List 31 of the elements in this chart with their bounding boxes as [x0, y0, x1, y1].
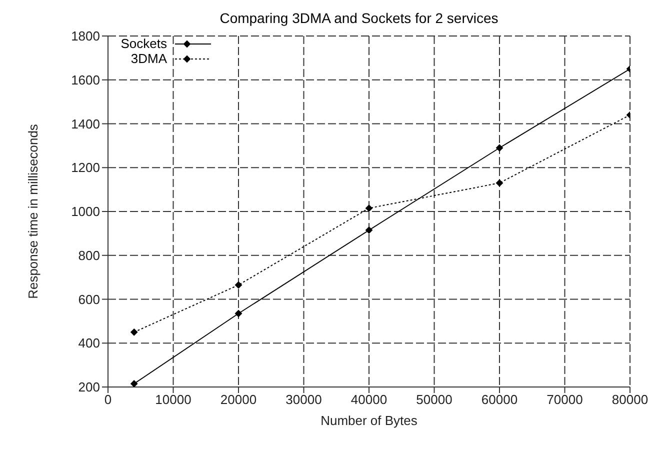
- legend-label: 3DMA: [130, 51, 167, 66]
- point: [366, 226, 372, 234]
- legend-label: Sockets: [120, 36, 167, 51]
- y-axis-title: Response time in milliseconds: [26, 124, 41, 299]
- point: [496, 144, 503, 152]
- x-tick-label: 60000: [481, 392, 518, 408]
- x-tick-label: 80000: [612, 392, 648, 408]
- y-tick-label: 1800: [71, 28, 100, 44]
- x-tick-label: 50000: [416, 392, 452, 408]
- point: [235, 281, 242, 288]
- x-axis-title: Number of Bytes: [320, 413, 418, 428]
- y-tick-label: 1600: [71, 72, 100, 88]
- x-tick-label: 70000: [546, 392, 583, 408]
- point: [366, 204, 372, 212]
- point: [130, 380, 138, 387]
- y-tick-label: 1000: [71, 204, 100, 220]
- chart-title: Comparing 3DMA and Sockets for 2 services: [218, 10, 500, 26]
- x-tick-label: 40000: [350, 392, 388, 408]
- y-tick-label: 400: [78, 336, 100, 351]
- y-tick-label: 200: [78, 380, 100, 395]
- point: [496, 179, 503, 186]
- y-tick-label: 1200: [71, 160, 100, 176]
- y-tick-label: 1400: [71, 116, 100, 132]
- x-tick-label: 20000: [220, 392, 257, 408]
- x-tick-label: 10000: [155, 392, 192, 408]
- point: [235, 310, 242, 318]
- x-tick-label: 30000: [286, 392, 322, 408]
- x-tick-label: 0: [104, 392, 112, 408]
- y-tick-label: 800: [78, 248, 100, 263]
- point: [130, 328, 138, 336]
- y-tick-label: 600: [78, 292, 100, 307]
